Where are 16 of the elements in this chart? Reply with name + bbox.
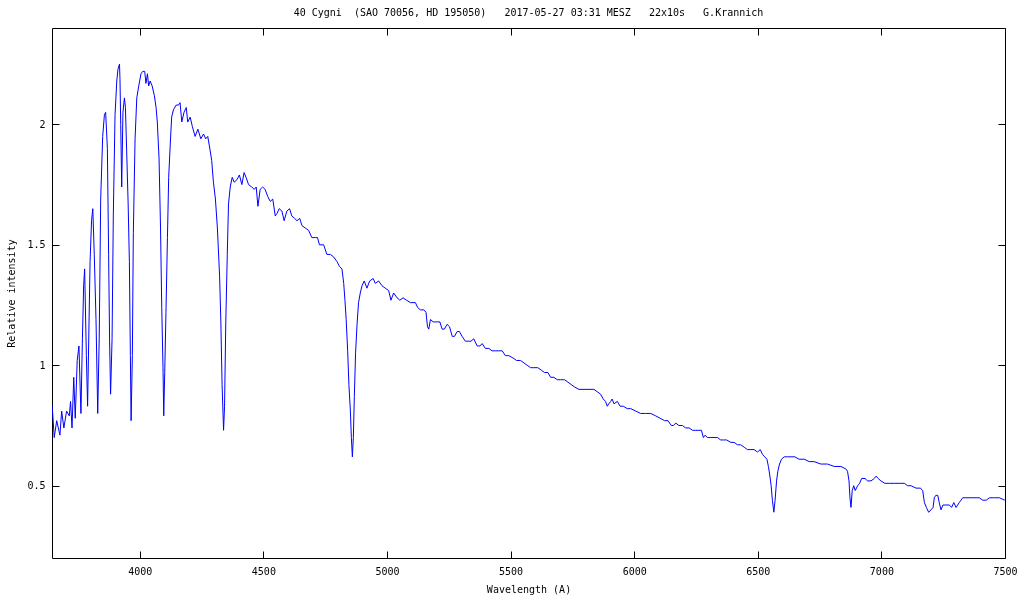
x-tick-label: 6500: [746, 565, 771, 577]
y-tick-label: 0.5: [27, 480, 46, 492]
line-series: [52, 63, 1005, 513]
y-tick-label: 2: [39, 118, 46, 130]
x-tick-label: 4500: [251, 565, 276, 577]
chart-title: 40 Cygni (SAO 70056, HD 195050) 2017-05-27 03:31 MESZ 22x10s G.Krannich: [293, 6, 764, 18]
y-axis-title: Relative intensity: [6, 239, 18, 348]
x-tick-label: 7500: [993, 565, 1018, 577]
x-tick-label: 4000: [128, 565, 153, 577]
x-tick-label: 5000: [375, 565, 400, 577]
x-axis-title: Wavelength (A): [486, 583, 572, 595]
y-tick-label: 1: [39, 359, 46, 371]
x-tick-label: 7000: [869, 565, 894, 577]
y-tick-label: 1.5: [27, 239, 46, 251]
x-tick-label: 6000: [622, 565, 647, 577]
x-tick-label: 5500: [499, 565, 524, 577]
